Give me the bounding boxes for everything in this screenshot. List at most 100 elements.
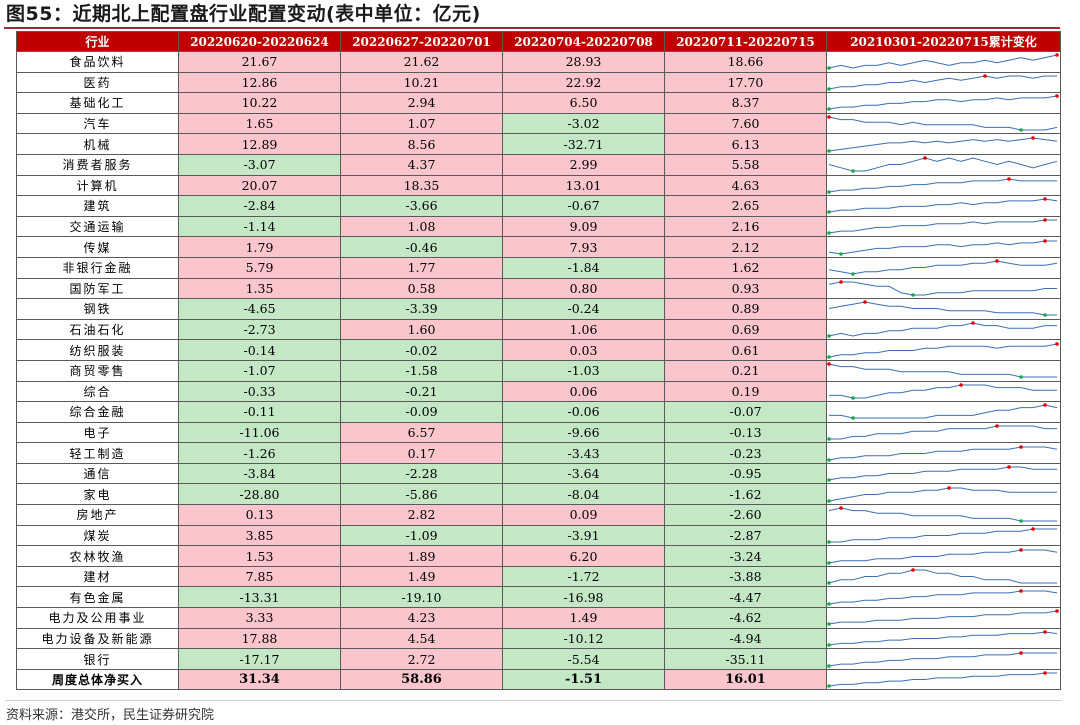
industry-name: 商贸零售	[16, 359, 179, 382]
table-body: 食品饮料 21.67 21.62 28.93 18.66 医药 12.86 10.21 22.9…	[16, 51, 1061, 691]
value-cell: -1.84	[502, 256, 665, 279]
title-divider	[4, 27, 1060, 29]
industry-name: 纺织服装	[16, 339, 179, 361]
sparkline-min-point	[827, 87, 831, 91]
sparkline-min-point	[1019, 519, 1023, 524]
value-cell: -3.91	[502, 524, 665, 547]
sparkline-max-point	[827, 115, 831, 119]
value-cell: -10.12	[502, 627, 665, 650]
sparkline-series	[828, 54, 1058, 69]
cumulative-sparkline-cell	[826, 359, 1061, 382]
value-cell: -4.47	[664, 586, 827, 609]
value-cell: 22.92	[502, 71, 665, 94]
table-row: 家电 -28.80 -5.86 -8.04 -1.62	[16, 483, 1061, 506]
table-row: 建材 7.85 1.49 -1.72 -3.88	[16, 565, 1061, 588]
industry-name: 有色金属	[16, 586, 179, 609]
sparkline-series	[828, 281, 1057, 296]
value-cell: 4.54	[340, 627, 503, 650]
sparkline-series	[828, 363, 1057, 378]
value-cell: -1.58	[340, 359, 503, 382]
sparkline-min-point	[1019, 128, 1023, 132]
sparkline-series	[828, 116, 1058, 131]
sparkline	[828, 300, 1057, 318]
value-cell: 3.33	[178, 607, 341, 629]
sparkline-min-point	[827, 684, 831, 688]
page-title: 图55：近期北上配置盘行业配置变动(表中单位：亿元)	[6, 3, 481, 25]
table-row: 传媒 1.79 -0.46 7.93 2.12	[16, 236, 1061, 258]
sparkline-max-point	[1055, 94, 1059, 99]
value-cell: -0.46	[340, 236, 503, 258]
industry-name: 煤炭	[16, 524, 179, 547]
sparkline-series	[828, 652, 1057, 667]
sparkline-series	[828, 198, 1058, 213]
value-cell: 0.80	[502, 277, 665, 300]
cumulative-sparkline-cell	[826, 586, 1061, 609]
sparkline-max-point	[971, 321, 975, 325]
value-cell: -0.23	[664, 442, 827, 464]
sparkline-max-point	[1055, 609, 1059, 614]
cumulative-sparkline-cell	[826, 504, 1061, 526]
sparkline-min-point	[827, 663, 831, 668]
cumulative-sparkline-cell	[826, 462, 1061, 485]
industry-name: 农林牧渔	[16, 545, 179, 567]
industry-name: 石油石化	[16, 318, 179, 341]
sparkline-max-point	[947, 485, 951, 490]
header-row: 行业 20220620-20220624 20220627-20220701 2…	[16, 31, 1061, 52]
sparkline-series	[828, 240, 1057, 255]
sparkline	[827, 609, 1059, 627]
sparkline	[827, 444, 1058, 462]
sparkline	[827, 197, 1058, 215]
value-cell: 58.86	[340, 668, 503, 691]
value-cell: -0.14	[178, 339, 341, 361]
value-cell: -2.73	[178, 318, 341, 341]
value-cell: 0.03	[502, 339, 665, 361]
cumulative-sparkline-cell	[826, 668, 1061, 691]
table-row: 建筑 -2.84 -3.66 -0.67 2.65	[16, 195, 1061, 217]
industry-name: 周度总体净买入	[16, 668, 179, 691]
cumulative-sparkline-cell	[826, 565, 1061, 588]
sparkline-max-point	[1019, 650, 1023, 655]
value-cell: -13.31	[178, 586, 341, 609]
value-cell: 2.99	[502, 153, 665, 176]
cumulative-sparkline-cell	[826, 92, 1061, 114]
cumulative-sparkline-cell	[826, 236, 1061, 258]
table-row: 电力及公用事业 3.33 4.23 1.49 -4.62	[16, 607, 1061, 629]
value-cell: -35.11	[664, 648, 827, 670]
sparkline-series	[828, 466, 1057, 481]
table-row: 轻工制造 -1.26 0.17 -3.43 -0.23	[16, 442, 1061, 464]
cumulative-sparkline-cell	[826, 71, 1061, 94]
value-cell: -0.13	[664, 421, 827, 444]
sparkline-series	[828, 95, 1058, 110]
industry-name: 基础化工	[16, 92, 179, 114]
value-cell: 4.63	[664, 174, 827, 197]
value-cell: 18.66	[664, 51, 827, 73]
value-cell: -4.62	[664, 607, 827, 629]
value-cell: -0.21	[340, 380, 503, 403]
value-cell: 1.08	[340, 215, 503, 238]
sparkline	[827, 588, 1058, 606]
sparkline-series	[828, 219, 1057, 234]
sparkline-series	[828, 446, 1058, 461]
value-cell: -28.80	[178, 483, 341, 506]
total-row: 周度总体净买入 31.34 58.86 -1.51 16.01	[16, 668, 1061, 691]
value-cell: 4.37	[340, 153, 503, 176]
sparkline-series	[828, 672, 1057, 687]
value-cell: 1.65	[178, 112, 341, 135]
value-cell: 16.01	[664, 668, 827, 691]
sparkline-series	[829, 528, 1057, 543]
sparkline-series	[829, 384, 1057, 399]
value-cell: -0.11	[178, 401, 341, 423]
value-cell: -3.24	[664, 545, 827, 567]
industry-name: 消费者服务	[16, 153, 179, 176]
sparkline-min-point	[827, 601, 831, 606]
sparkline	[828, 238, 1057, 256]
value-cell: 0.06	[502, 380, 665, 403]
sparkline-max-point	[1043, 671, 1047, 675]
col-header-week4: 20220711-20220715	[664, 31, 827, 52]
sparkline-min-point	[851, 416, 855, 421]
value-cell: 18.35	[340, 174, 503, 197]
value-cell: 2.94	[340, 92, 503, 114]
value-cell: 4.23	[340, 607, 503, 629]
sparkline	[828, 280, 1057, 297]
industry-name: 电力及公用事业	[16, 607, 179, 629]
